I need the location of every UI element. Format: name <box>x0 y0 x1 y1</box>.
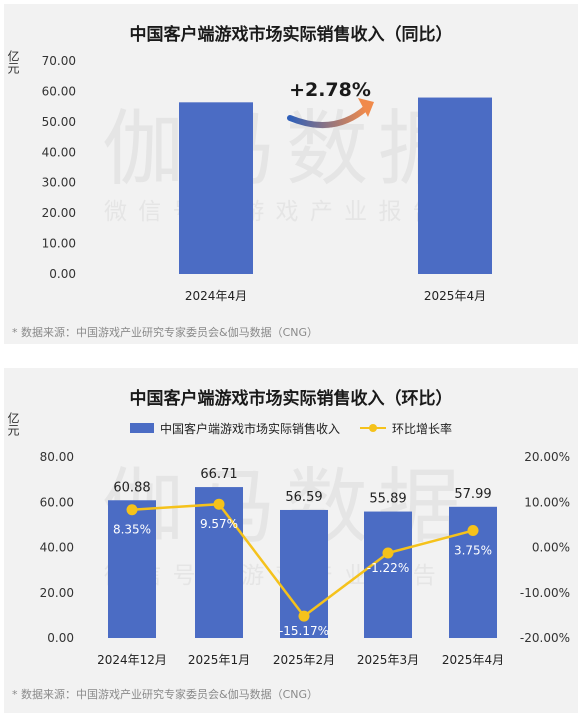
growth-rate-point <box>126 504 138 516</box>
x-tick-label: 2025年4月 <box>424 289 486 303</box>
y2-tick-label: 10.00% <box>524 495 570 509</box>
yoy-chart-panel: 伽马数据 微 信 号 ： 游 戏 产 业 报 告 中国客户端游戏市场实际销售收入… <box>4 4 578 344</box>
bar-value-label: 60.88 <box>113 480 150 495</box>
legend-item-growth: 环比增长率 <box>360 420 452 437</box>
mom-chart-panel: 伽马数据 微 信 号 ： 游 戏 产 业 报 告 中国客户端游戏市场实际销售收入… <box>4 368 578 713</box>
growth-arrow-head-icon <box>358 98 374 117</box>
bar-value-label: 57.99 <box>454 487 491 502</box>
y-axis-unit: 亿元 <box>6 50 20 74</box>
y-tick-label: 40.00 <box>40 541 74 555</box>
legend-label-growth: 环比增长率 <box>392 421 453 436</box>
legend-line-swatch <box>360 422 386 434</box>
y2-tick-label: -20.00% <box>520 631 570 645</box>
y2-tick-label: 0.00% <box>532 541 570 555</box>
source-note: * 数据来源：中国游戏产业研究专家委员会&伽马数据（CNG） <box>12 688 319 701</box>
growth-arrow-icon <box>287 105 369 129</box>
watermark-sub: 微 信 号 ： 游 戏 产 业 报 告 <box>104 199 438 225</box>
growth-rate-point <box>382 547 394 559</box>
y2-tick-label: 20.00% <box>524 450 570 464</box>
y-tick-label: 0.00 <box>49 267 76 281</box>
y-tick-label: 60.00 <box>40 495 74 509</box>
growth-rate-point <box>467 525 479 537</box>
y-tick-label: 50.00 <box>42 115 76 129</box>
bar-value-label: 56.59 <box>285 490 322 505</box>
growth-rate-label: -15.17% <box>279 624 329 638</box>
legend-item-revenue: 中国客户端游戏市场实际销售收入 <box>129 420 340 437</box>
growth-rate-point <box>298 610 310 622</box>
x-tick-label: 2024年4月 <box>185 289 247 303</box>
revenue-bar <box>179 102 253 275</box>
x-tick-label: 2025年2月 <box>273 653 335 667</box>
y-tick-label: 0.00 <box>47 631 74 645</box>
x-tick-label: 2025年3月 <box>357 653 419 667</box>
y-tick-label: 30.00 <box>42 176 76 190</box>
revenue-bar <box>364 511 412 638</box>
mom-combo-chart: 0.00 20.00 40.00 60.00 80.00 -20.00% -10.00% 0… <box>40 450 570 667</box>
revenue-bar <box>108 500 156 638</box>
x-tick-label: 2025年4月 <box>442 653 504 667</box>
growth-annotation: +2.78% <box>289 79 371 101</box>
legend-bar-swatch <box>129 423 154 433</box>
revenue-bar <box>195 487 243 638</box>
chart-title: 中国客户端游戏市场实际销售收入（环比） <box>129 389 453 409</box>
y-tick-label: 20.00 <box>40 586 74 600</box>
bar-value-label: 66.71 <box>200 467 237 482</box>
y-tick-label: 80.00 <box>40 450 74 464</box>
revenue-bar <box>418 97 492 275</box>
x-tick-label: 2025年1月 <box>188 653 250 667</box>
bar-value-label: 55.89 <box>369 492 406 507</box>
y-axis-unit: 亿元 <box>6 412 20 436</box>
growth-rate-label: 3.75% <box>454 544 492 558</box>
chart-title: 中国客户端游戏市场实际销售收入（同比） <box>129 25 453 45</box>
growth-rate-label: -1.22% <box>367 561 409 575</box>
growth-rate-point <box>213 498 225 510</box>
y2-tick-label: -10.00% <box>520 586 570 600</box>
legend-label-revenue: 中国客户端游戏市场实际销售收入 <box>159 421 340 436</box>
x-tick-label: 2024年12月 <box>97 653 167 667</box>
y-tick-label: 40.00 <box>42 145 76 159</box>
growth-rate-label: 9.57% <box>200 517 238 531</box>
chart-legend: 中国客户端游戏市场实际销售收入 环比增长率 <box>4 420 578 436</box>
y-tick-label: 70.00 <box>42 54 76 68</box>
y-tick-label: 60.00 <box>42 84 76 98</box>
y-tick-label: 10.00 <box>42 237 76 251</box>
yoy-bar-chart: 0.0010.0020.0030.0040.0050.0060.0070.00 … <box>42 54 492 303</box>
y-tick-label: 20.00 <box>42 206 76 220</box>
watermark-main: 伽马数据 <box>102 102 471 197</box>
growth-rate-label: 8.35% <box>113 523 151 537</box>
source-note: * 数据来源：中国游戏产业研究专家委员会&伽马数据（CNG） <box>12 326 319 339</box>
